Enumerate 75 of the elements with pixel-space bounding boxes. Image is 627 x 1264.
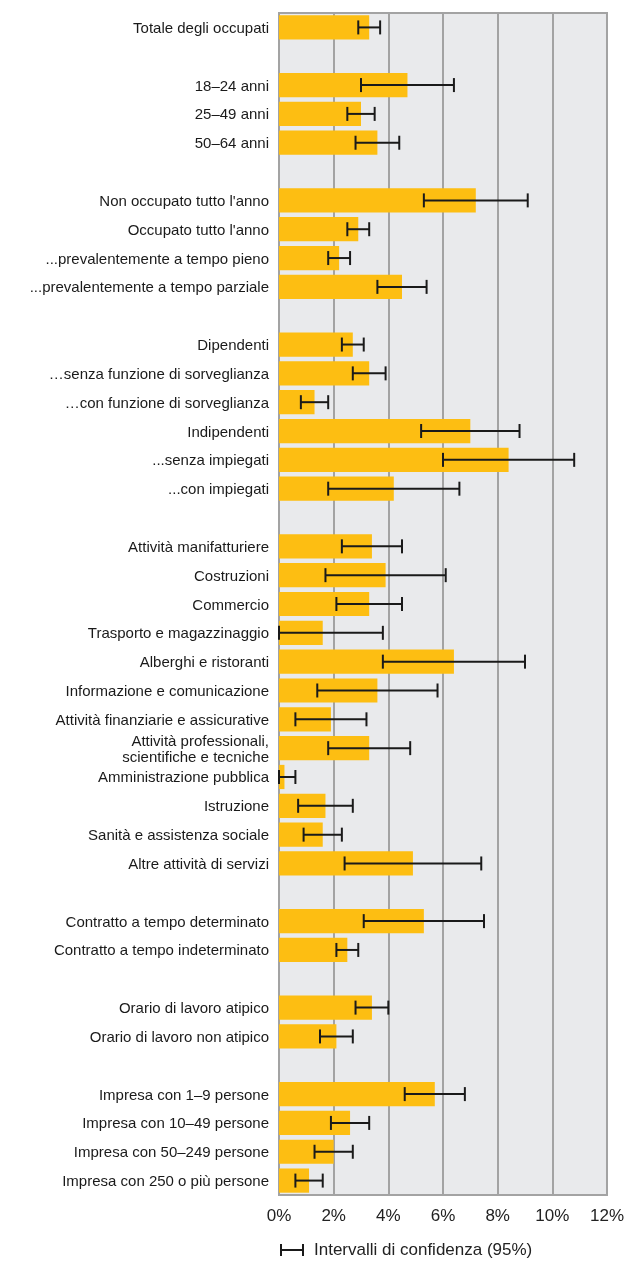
- bar: [279, 678, 378, 703]
- bar: [279, 361, 370, 386]
- y-tick-label: Non occupato tutto l'anno: [99, 191, 269, 209]
- y-tick-label: Impresa con 1–9 persone: [98, 1085, 269, 1103]
- y-tick-label: ...senza impiegati: [152, 451, 269, 469]
- y-tick-label: Attività professionali, scientifiche e tecniche: [122, 731, 269, 765]
- y-tick-label: Attività manifatturiere: [128, 537, 269, 555]
- bar: [279, 447, 509, 472]
- y-tick-label: ...con impiegati: [168, 480, 269, 498]
- bar: [279, 995, 372, 1020]
- text: Intervalli di confidenza (95%): [314, 1240, 533, 1260]
- y-tick-label: Orario di lavoro non atipico: [89, 1027, 269, 1045]
- bar: [279, 534, 372, 559]
- bar: [279, 476, 394, 501]
- x-tick-label: 6%: [430, 1206, 456, 1225]
- x-tick-label: 12%: [589, 1206, 624, 1225]
- bar: [279, 851, 413, 876]
- y-tick-label: Trasporto e magazzinaggio: [87, 624, 269, 642]
- bar: [279, 130, 378, 155]
- bar: [279, 736, 370, 761]
- bar: [279, 101, 361, 127]
- y-tick-label: Attività finanziarie e assicurative: [55, 710, 269, 728]
- bar: [279, 217, 359, 242]
- bar: [279, 909, 424, 934]
- bar: [279, 649, 454, 674]
- y-tick-label: Informazione e comunicazione: [65, 681, 269, 699]
- bar: [279, 72, 408, 98]
- y-tick-label: Totale degli occupati: [133, 18, 269, 36]
- y-tick-label: Contratto a tempo indeterminato: [53, 941, 269, 959]
- bar: [279, 15, 370, 40]
- bar: [279, 1139, 334, 1164]
- y-tick-label: Sanità e assistenza sociale: [88, 826, 269, 844]
- bar: [279, 793, 326, 818]
- bar: [279, 1168, 310, 1193]
- y-tick-label: Orario di lavoro atipico: [118, 999, 269, 1017]
- y-tick-label: ...prevalentemente a tempo parziale: [29, 278, 269, 296]
- bar: [279, 707, 331, 732]
- y-tick-label: Occupato tutto l'anno: [127, 220, 269, 238]
- bar: [279, 822, 323, 847]
- y-tick-label: ...prevalentemente a tempo pieno: [45, 249, 269, 267]
- y-tick-label: 50–64 anni: [194, 134, 269, 152]
- y-tick-label: Costruzioni: [193, 566, 269, 584]
- x-tick-label: 10%: [535, 1206, 570, 1225]
- bar: [279, 1024, 337, 1049]
- y-tick-label: Impresa con 50–249 persone: [73, 1143, 269, 1161]
- x-tick-label: 8%: [485, 1206, 510, 1225]
- bar: [279, 390, 315, 415]
- bar: [279, 1081, 435, 1107]
- bar: [279, 620, 323, 645]
- y-tick-label: Istruzione: [203, 797, 269, 815]
- y-tick-label: Amministrazione pubblica: [98, 768, 270, 786]
- x-tick-label: 0%: [266, 1206, 292, 1225]
- y-tick-label: Contratto a tempo determinato: [65, 912, 269, 930]
- y-tick-label: …con funzione di sorveglianza: [64, 393, 270, 411]
- bar: [279, 332, 353, 357]
- y-tick-label: 18–24 anni: [194, 76, 269, 94]
- y-tick-label: Impresa con 250 o più persone: [62, 1172, 269, 1190]
- y-tick-label: Altre attività di servizi: [128, 854, 269, 872]
- y-tick-label: Alberghi e ristoranti: [139, 653, 269, 671]
- y-tick-label: …senza funzione di sorveglianza: [48, 364, 270, 382]
- bar: [279, 937, 348, 963]
- x-tick-label: 2%: [321, 1206, 346, 1225]
- bar: [279, 563, 386, 588]
- y-tick-label: Impresa con 10–49 persone: [82, 1114, 269, 1132]
- bar: [279, 418, 471, 444]
- y-tick-label: Commercio: [192, 595, 269, 613]
- bar: [279, 274, 402, 299]
- x-tick-label: 4%: [376, 1206, 401, 1225]
- bar: [279, 1110, 351, 1136]
- y-tick-label: Dipendenti: [197, 336, 269, 354]
- y-tick-label: Indipendenti: [187, 422, 269, 440]
- y-tick-label: 25–49 anni: [194, 105, 269, 123]
- bar: [279, 591, 370, 617]
- bar: [279, 188, 476, 213]
- bar: [279, 245, 340, 271]
